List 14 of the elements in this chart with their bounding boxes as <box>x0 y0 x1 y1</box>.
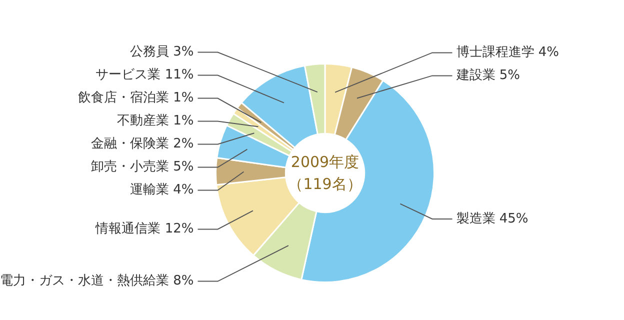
text: 2009年度 <box>290 152 360 171</box>
text: （119名） <box>288 174 362 193</box>
slice-label: 博士課程進学 4% <box>456 45 560 60</box>
slice-label: 卸売・小売業 5% <box>90 160 194 175</box>
slice-label: 建設業 5% <box>455 68 520 84</box>
slice-label: 製造業 45% <box>456 211 528 226</box>
slice-label: 電力・ガス・水道・熱供給業 8% <box>0 274 194 289</box>
slice-label: 飲食店・宿泊業 1% <box>78 90 194 106</box>
slice-label: 運輸業 4% <box>130 182 194 198</box>
slice-label: 情報通信業 12% <box>94 222 194 237</box>
slice-label: 金融・保険業 2% <box>90 136 194 152</box>
slice-label: サービス業 11% <box>96 68 194 83</box>
slice-label: 公務員 3% <box>130 44 194 60</box>
slice-label: 不動産業 1% <box>116 112 194 129</box>
